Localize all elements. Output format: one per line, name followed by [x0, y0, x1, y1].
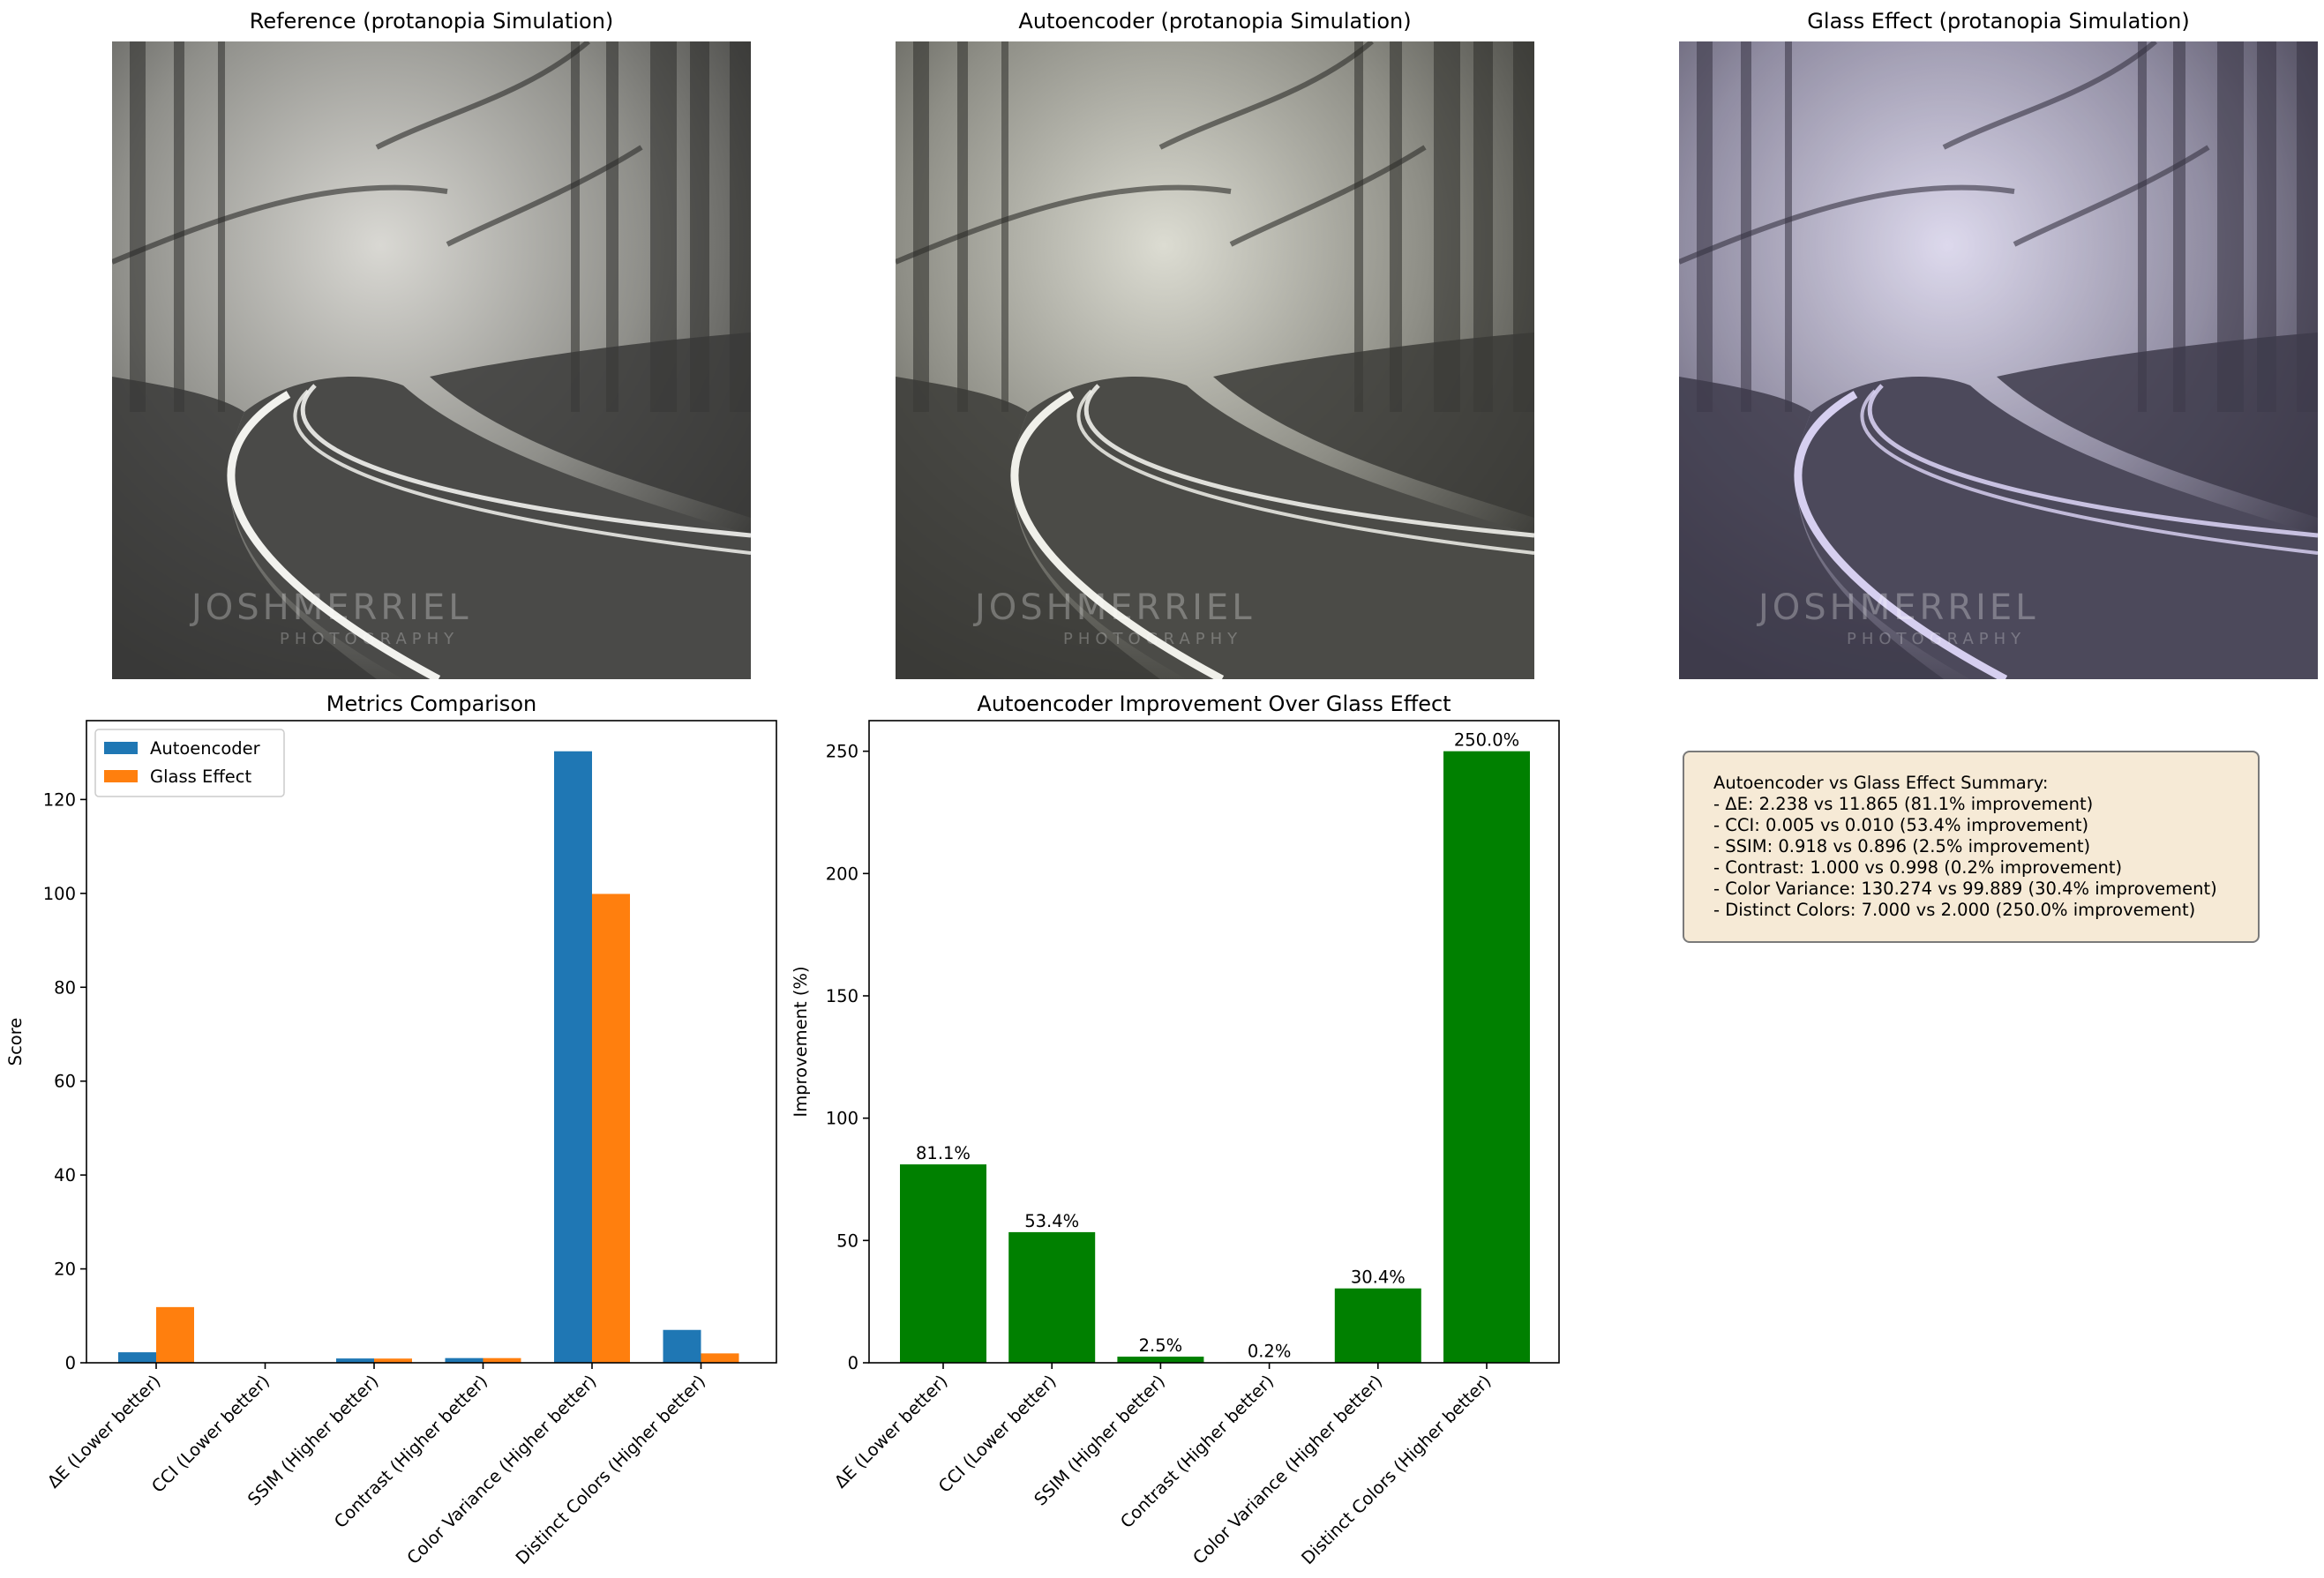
panel-title-autoencoder: Autoencoder (protanopia Simulation)	[1018, 9, 1412, 34]
bar-glass-effect	[592, 894, 630, 1363]
y-tick-label: 40	[54, 1165, 76, 1185]
bar-data-label: 2.5%	[1139, 1335, 1183, 1356]
x-tick-label: Color Variance (Higher better)	[403, 1371, 601, 1568]
legend-label: Glass Effect	[150, 767, 251, 787]
bar-improvement	[1008, 1231, 1096, 1363]
x-tick-label: ΔE (Lower better)	[43, 1371, 164, 1492]
bar-improvement	[1334, 1288, 1421, 1363]
legend-box	[94, 729, 285, 797]
y-tick-label: 50	[836, 1230, 858, 1251]
x-tick-label: Color Variance (Higher better)	[1189, 1371, 1387, 1568]
bar-autoencoder	[118, 1352, 156, 1363]
watermark-subtext: PHOTOGRAPHY	[1063, 630, 1242, 648]
watermark-subtext: PHOTOGRAPHY	[280, 630, 459, 648]
metrics-comparison-chart: 0 20 40 60 80 100 120 ΔE (Lower better)CCI (Low…	[5, 720, 777, 1568]
summary-line: - SSIM: 0.918 vs 0.896 (2.5% improvement…	[1713, 836, 2091, 856]
y-axis-label: Score	[5, 1018, 26, 1066]
watermark-text: JOSHMERRIEL	[189, 587, 471, 628]
y-tick-label: 100	[43, 884, 76, 904]
y-tick-label: 200	[826, 864, 858, 884]
summary-line: - Color Variance: 130.274 vs 99.889 (30.…	[1713, 879, 2217, 899]
summary-line: - CCI: 0.005 vs 0.010 (53.4% improvement…	[1713, 815, 2089, 835]
summary-line: - Distinct Colors: 7.000 vs 2.000 (250.0…	[1713, 900, 2196, 920]
bar-autoencoder	[663, 1329, 701, 1363]
bar-data-label: 250.0%	[1454, 730, 1519, 751]
summary-line: - Contrast: 1.000 vs 0.998 (0.2% improve…	[1713, 857, 2123, 878]
y-tick-label: 120	[43, 789, 76, 810]
legend-swatch	[104, 742, 138, 754]
bar-glass-effect	[156, 1306, 194, 1363]
bar-autoencoder	[445, 1357, 484, 1363]
legend-label: Autoencoder	[150, 738, 261, 759]
y-tick-label: 0	[848, 1353, 858, 1373]
x-tick-label: CCI (Lower better)	[934, 1371, 1061, 1497]
bar-glass-effect	[483, 1357, 521, 1363]
axes-frame	[86, 720, 777, 1364]
watermark-text: JOSHMERRIEL	[972, 587, 1255, 628]
panel-title-glass-effect: Glass Effect (protanopia Simulation)	[1807, 9, 2190, 34]
y-tick-label: 150	[826, 986, 858, 1006]
bar-data-label: 53.4%	[1024, 1211, 1079, 1231]
bar-autoencoder	[554, 751, 592, 1363]
y-tick-label: 0	[65, 1353, 76, 1373]
summary-heading: Autoencoder vs Glass Effect Summary:	[1713, 773, 2049, 793]
panel-title-reference: Reference (protanopia Simulation)	[249, 9, 614, 34]
x-tick-label: Distinct Colors (Higher better)	[512, 1371, 709, 1568]
y-tick-label: 60	[54, 1072, 76, 1092]
y-tick-label: 100	[826, 1109, 858, 1129]
y-tick-label: 250	[826, 742, 858, 762]
x-tick-label: Distinct Colors (Higher better)	[1298, 1371, 1496, 1568]
glass-effect-image: JOSHMERRIEL PHOTOGRAPHY	[1679, 41, 2318, 679]
bar-glass-effect	[374, 1358, 412, 1363]
bar-improvement	[1117, 1357, 1204, 1363]
watermark-subtext: PHOTOGRAPHY	[1847, 630, 2026, 648]
improvement-chart-title: Autoencoder Improvement Over Glass Effec…	[977, 692, 1451, 716]
bar-data-label: 0.2%	[1248, 1341, 1292, 1361]
bar-glass-effect	[701, 1353, 739, 1363]
y-tick-label: 20	[54, 1260, 76, 1280]
x-tick-label: ΔE (Lower better)	[830, 1371, 951, 1492]
autoencoder-image: JOSHMERRIEL PHOTOGRAPHY	[896, 41, 1534, 679]
bar-improvement	[1443, 751, 1530, 1363]
improvement-chart: 81.1% 53.4% 2.5% 0.2% 30.4% 250.0% 0 50 100 150 20…	[791, 720, 1560, 1568]
y-tick-label: 80	[54, 977, 76, 998]
x-tick-label: CCI (Lower better)	[147, 1371, 274, 1497]
reference-image: JOSHMERRIEL PHOTOGRAPHY	[112, 41, 751, 679]
watermark-text: JOSHMERRIEL	[1756, 587, 2038, 628]
metrics-chart-title: Metrics Comparison	[326, 692, 537, 716]
bar-data-label: 30.4%	[1351, 1268, 1406, 1288]
axes-frame	[868, 720, 1560, 1364]
summary-box	[1683, 751, 2260, 943]
bar-improvement	[900, 1164, 986, 1363]
summary-line: - ΔE: 2.238 vs 11.865 (81.1% improvement…	[1713, 794, 2094, 814]
bar-data-label: 81.1%	[916, 1143, 971, 1163]
bar-autoencoder	[336, 1358, 374, 1363]
legend-swatch	[104, 770, 138, 782]
y-axis-label: Improvement (%)	[791, 966, 811, 1117]
